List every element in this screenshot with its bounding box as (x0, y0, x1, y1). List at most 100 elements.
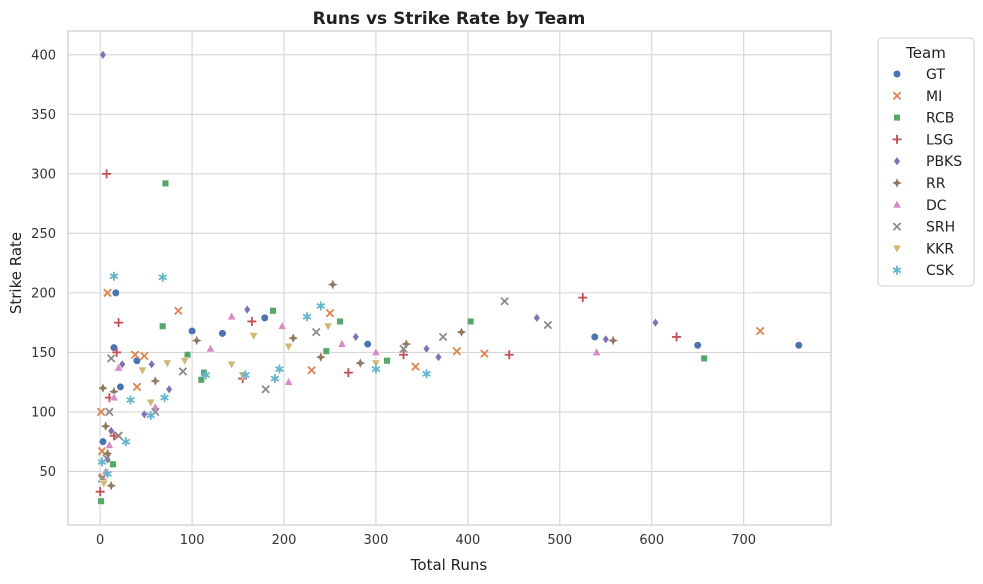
legend-marker-rcb (893, 114, 901, 122)
y-tick-label: 200 (31, 286, 56, 301)
x-tick-label: 700 (731, 533, 756, 548)
legend-label: CSK (926, 263, 955, 279)
data-point-rr (456, 327, 467, 338)
data-point-srh (399, 344, 408, 354)
data-point-dc (371, 347, 381, 356)
legend-label: LSG (926, 132, 954, 148)
data-point-csk (158, 272, 168, 282)
data-point-csk (160, 393, 169, 403)
legend-marker-kkr (892, 244, 902, 254)
data-point-dc (337, 338, 347, 348)
legend-item-lsg: LSG (892, 132, 954, 148)
data-point-kkr (162, 359, 172, 369)
data-point-csk (126, 395, 135, 405)
data-point-dc (113, 362, 124, 372)
data-point-csk (97, 457, 107, 467)
y-tick-label: 350 (31, 108, 56, 123)
data-point-rr (315, 352, 326, 363)
data-point-csk (121, 437, 131, 447)
data-point-dc (205, 343, 216, 353)
data-point-pbks (140, 409, 148, 420)
data-point-srh (105, 407, 114, 417)
data-point-mi (132, 382, 142, 392)
y-tick-label: 300 (31, 167, 56, 182)
chart-title: Runs vs Strike Rate by Team (313, 9, 586, 29)
data-point-kkr (371, 359, 381, 369)
data-point-pbks (651, 317, 660, 328)
data-point-dc (150, 402, 160, 411)
legend-item-mi: MI (892, 89, 942, 105)
legend-label: SRH (926, 220, 955, 236)
data-point-srh (178, 367, 188, 376)
data-point-gt (188, 326, 197, 336)
data-point-gt (132, 356, 142, 365)
data-point-rr (401, 339, 412, 349)
y-tick-label: 150 (31, 346, 56, 361)
x-tick-label: 200 (272, 533, 297, 548)
data-point-gt (111, 288, 120, 297)
data-point-csk (109, 271, 119, 281)
data-point-mi (103, 288, 112, 298)
x-tick-label: 0 (96, 533, 104, 548)
data-point-mi (307, 365, 316, 375)
data-point-rcb (161, 179, 169, 187)
data-point-dc (109, 392, 119, 402)
data-point-rcb (183, 351, 192, 359)
data-point-lsg (102, 169, 112, 179)
legend-item-csk: CSK (892, 263, 955, 279)
legend-marker-pbks (893, 156, 901, 167)
data-point-lsg (109, 431, 119, 441)
data-point-lsg (672, 332, 682, 342)
data-point-rcb (97, 497, 105, 505)
legend-label: KKR (926, 241, 954, 257)
data-point-rr (608, 335, 619, 346)
legend-marker-rr (892, 178, 902, 188)
y-tick-label: 250 (31, 227, 56, 242)
data-point-rr (106, 480, 117, 491)
grid-lines (68, 31, 831, 525)
data-point-pbks (434, 352, 443, 362)
legend-marker-srh (892, 222, 902, 231)
data-point-lsg (504, 350, 514, 360)
data-point-csk (270, 374, 280, 384)
legend-item-rr: RR (892, 176, 946, 192)
data-point-kkr (323, 322, 333, 332)
data-point-rr (355, 358, 366, 369)
data-point-pbks (107, 426, 115, 436)
legend-marker-lsg (892, 134, 902, 144)
data-point-rcb (109, 460, 117, 468)
data-point-gt (590, 332, 599, 342)
data-point-lsg (114, 318, 124, 328)
data-point-gt (260, 313, 269, 322)
data-point-mi (174, 306, 183, 316)
data-point-dc (104, 440, 114, 449)
legend-items: GT MI RCB LSG PBKS RR DC SRH KKR CSK (892, 67, 962, 279)
data-point-rcb (197, 376, 205, 384)
data-point-pbks (99, 49, 107, 60)
data-point-pbks (533, 313, 541, 323)
legend-label: RR (926, 176, 946, 192)
data-point-mi (411, 362, 420, 371)
legend: Team GT MI RCB LSG PBKS RR DC SRH KKR CSK (877, 37, 975, 287)
data-point-srh (311, 327, 321, 337)
data-point-kkr (99, 479, 109, 489)
data-point-lsg (399, 350, 409, 360)
legend-item-pbks: PBKS (893, 154, 962, 170)
data-point-rcb (700, 354, 708, 362)
data-point-rcb (269, 307, 277, 315)
data-point-mi (130, 350, 140, 360)
data-point-pbks (148, 359, 156, 370)
legend-item-rcb: RCB (893, 111, 954, 127)
y-axis-label: Strike Rate (7, 232, 25, 314)
data-point-mi (325, 308, 335, 318)
data-point-csk (275, 364, 284, 374)
data-point-lsg (95, 487, 105, 497)
x-tick-label: 400 (455, 533, 480, 548)
plot-area (67, 30, 832, 526)
data-point-pbks (422, 344, 431, 354)
data-point-rr (327, 279, 338, 290)
data-point-kkr (227, 360, 237, 370)
data-point-mi (140, 351, 149, 361)
data-point-srh (114, 431, 123, 440)
data-point-mi (452, 346, 462, 356)
